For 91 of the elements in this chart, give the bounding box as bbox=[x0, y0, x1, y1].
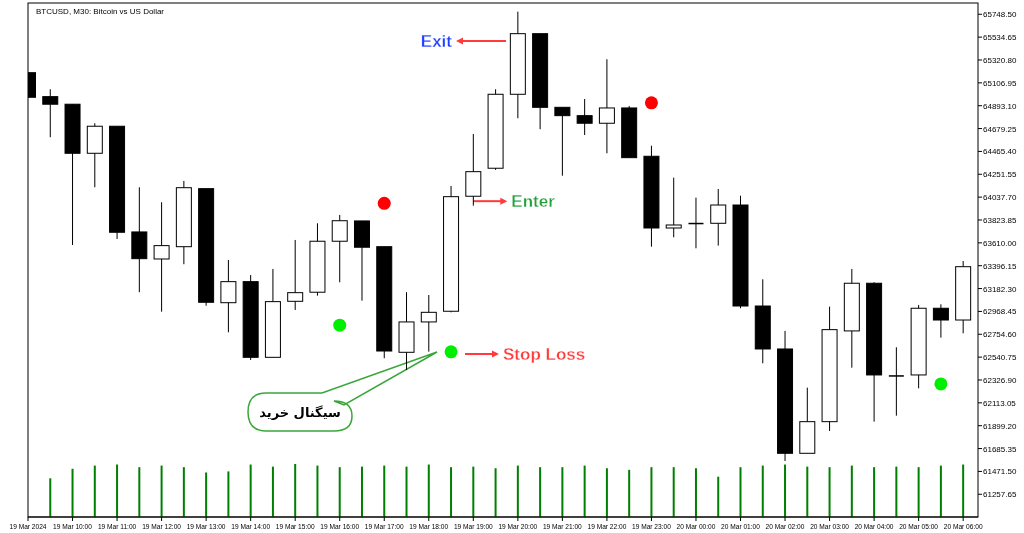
point bbox=[444, 345, 458, 359]
annotation: Enter bbox=[511, 192, 556, 212]
bar bbox=[917, 467, 920, 517]
annotation: سیگنال خرید bbox=[247, 351, 438, 432]
text: BTCUSD, M30: Bitcoin vs US Dollar bbox=[36, 7, 165, 16]
candlestick bbox=[932, 303, 949, 339]
bar bbox=[294, 464, 297, 517]
bar bbox=[539, 467, 542, 517]
bar bbox=[605, 468, 608, 517]
candlestick bbox=[220, 259, 237, 333]
bar bbox=[71, 468, 74, 517]
point bbox=[377, 196, 391, 210]
bar bbox=[271, 466, 274, 517]
bar bbox=[962, 464, 965, 517]
candlestick bbox=[331, 214, 348, 283]
y-tick-label: 62113.05 bbox=[983, 398, 1017, 408]
y-tick-label: 64465.40 bbox=[983, 147, 1017, 157]
y-tick-label: 61471.50 bbox=[983, 467, 1017, 477]
bar bbox=[739, 467, 742, 517]
y-tick-label: 65106.95 bbox=[983, 78, 1017, 88]
bar bbox=[249, 464, 252, 517]
y-tick-label: 62968.45 bbox=[983, 307, 1017, 317]
candlestick bbox=[42, 88, 59, 138]
y-tick-label: 62754.60 bbox=[983, 330, 1017, 340]
y-tick-label: 63182.30 bbox=[983, 284, 1017, 294]
annotation: Stop Loss bbox=[503, 345, 586, 364]
y-tick-label: 65748.50 bbox=[983, 10, 1017, 20]
annotation: Enter bbox=[472, 192, 555, 212]
y-tick-label: 65320.80 bbox=[983, 55, 1017, 65]
bar bbox=[383, 465, 386, 517]
annotation: Stop Loss bbox=[464, 345, 586, 364]
y-tick-label: 64893.10 bbox=[983, 101, 1017, 111]
bar bbox=[806, 466, 809, 517]
candlestick bbox=[888, 346, 904, 417]
point bbox=[934, 377, 948, 391]
y-tick-label: 61685.35 bbox=[983, 444, 1017, 454]
y-tick-label: 63823.85 bbox=[983, 215, 1017, 225]
y-tick-label: 63396.15 bbox=[983, 261, 1017, 271]
bar bbox=[338, 467, 341, 517]
bar bbox=[939, 465, 942, 517]
bar bbox=[405, 466, 408, 517]
bar bbox=[850, 465, 853, 517]
bar bbox=[450, 467, 453, 517]
y-tick-label: 64251.55 bbox=[983, 170, 1017, 180]
bar bbox=[761, 465, 764, 517]
bar bbox=[182, 467, 185, 517]
candlestick bbox=[153, 201, 170, 313]
bar bbox=[895, 466, 898, 517]
bar bbox=[160, 465, 163, 517]
y-tick-label: 61257.65 bbox=[983, 490, 1017, 500]
annotation: Exit bbox=[420, 32, 507, 51]
y-tick-label: 61899.20 bbox=[983, 421, 1017, 431]
bar bbox=[561, 467, 564, 517]
bar bbox=[49, 478, 52, 517]
bar bbox=[360, 466, 363, 517]
y-tick-label: 64037.70 bbox=[983, 193, 1017, 203]
bar bbox=[227, 471, 230, 517]
y-tick-label: 62326.90 bbox=[983, 375, 1017, 385]
bar bbox=[873, 467, 876, 517]
y-tick-label: 64679.25 bbox=[983, 124, 1017, 134]
annotation: سیگنال خرید bbox=[259, 405, 341, 420]
point bbox=[333, 318, 347, 332]
bar bbox=[138, 467, 141, 517]
candlestick bbox=[598, 58, 615, 154]
bar bbox=[93, 465, 96, 517]
bar bbox=[494, 468, 497, 517]
candlestick bbox=[665, 177, 682, 238]
candlestick bbox=[576, 98, 593, 136]
bar bbox=[694, 468, 697, 517]
bar bbox=[672, 467, 675, 517]
candlestick bbox=[554, 106, 571, 177]
point bbox=[644, 96, 658, 110]
bar bbox=[205, 472, 208, 517]
y-tick-label: 65534.65 bbox=[983, 33, 1017, 43]
annotation: Exit bbox=[420, 32, 453, 51]
bar bbox=[516, 465, 519, 517]
y-tick-label: 63610.00 bbox=[983, 238, 1017, 248]
bar bbox=[116, 464, 119, 517]
bar bbox=[828, 467, 831, 517]
bar bbox=[650, 467, 653, 517]
bar bbox=[628, 469, 631, 517]
bar bbox=[316, 465, 319, 517]
candlestick bbox=[420, 294, 437, 353]
bar bbox=[583, 465, 586, 517]
bar bbox=[427, 464, 430, 517]
y-tick-label: 62540.75 bbox=[983, 353, 1017, 363]
bar bbox=[472, 466, 475, 517]
bar bbox=[784, 464, 787, 517]
bar bbox=[717, 476, 720, 517]
candlestick bbox=[287, 239, 304, 311]
candlestick bbox=[710, 188, 727, 247]
